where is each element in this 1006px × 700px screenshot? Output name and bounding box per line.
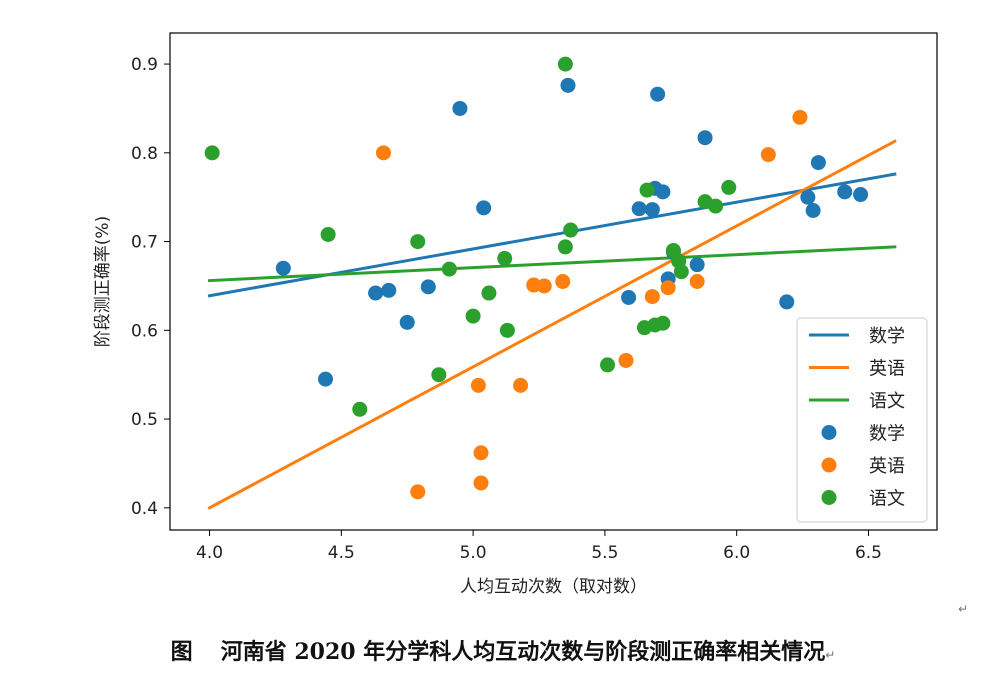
- point-0-8: [560, 77, 576, 93]
- x-tick-label-3: 5.5: [591, 543, 618, 563]
- x-tick-label-4: 6.0: [723, 543, 750, 563]
- point-1-4: [473, 475, 489, 491]
- point-1-10: [644, 289, 660, 305]
- point-1-11: [660, 280, 676, 296]
- point-0-14: [655, 184, 671, 200]
- legend-marker-1: [821, 457, 837, 473]
- legend-marker-label-2: 语文: [869, 489, 905, 510]
- point-1-3: [473, 445, 489, 461]
- point-0-7: [476, 200, 492, 216]
- point-2-0: [204, 145, 220, 161]
- legend-line-label-2: 语文: [869, 391, 905, 412]
- point-2-3: [410, 234, 426, 250]
- legend-line-label-1: 英语: [869, 359, 905, 380]
- point-0-4: [399, 314, 415, 330]
- point-2-10: [557, 56, 573, 72]
- legend-marker-2: [821, 490, 837, 505]
- y-tick-label-3: 0.7: [131, 233, 158, 253]
- caption-paragraph-mark: ↵: [825, 648, 836, 662]
- point-2-1: [320, 226, 336, 242]
- y-tick-label-4: 0.8: [131, 144, 158, 164]
- x-axis-title: 人均互动次数（取对数）: [460, 577, 647, 597]
- point-1-14: [792, 109, 808, 125]
- trend-line-2: [207, 245, 897, 283]
- figure-caption: 图 河南省 2020 年分学科人均互动次数与阶段测正确率相关情况↵: [0, 634, 1006, 666]
- y-tick-label-0: 0.4: [131, 499, 158, 519]
- point-2-20: [673, 264, 689, 280]
- trend-line-0: [207, 172, 897, 298]
- point-0-22: [810, 155, 826, 171]
- point-0-20: [800, 189, 816, 205]
- point-0-17: [689, 257, 705, 273]
- point-2-2: [352, 401, 368, 417]
- legend-marker-0: [821, 425, 837, 440]
- x-tick-label-5: 6.5: [855, 543, 882, 563]
- point-2-11: [557, 239, 573, 255]
- point-0-5: [420, 279, 436, 295]
- trend-line-1: [207, 139, 897, 510]
- x-tick-label-2: 5.0: [460, 543, 487, 563]
- y-tick-label-1: 0.5: [131, 410, 158, 430]
- point-2-4: [431, 367, 447, 383]
- point-0-3: [381, 282, 397, 298]
- point-1-7: [536, 278, 552, 294]
- point-0-23: [837, 184, 853, 200]
- point-1-2: [470, 377, 486, 393]
- point-2-5: [441, 261, 457, 277]
- point-0-18: [697, 130, 713, 146]
- point-0-0: [275, 260, 291, 276]
- plot-frame: [169, 32, 938, 531]
- point-2-13: [600, 357, 616, 373]
- paragraph-mark: ↵: [958, 602, 969, 616]
- figure-label: 图: [170, 639, 193, 665]
- point-2-23: [721, 179, 737, 195]
- legend-marker-label-0: 数学: [869, 424, 905, 445]
- point-0-10: [631, 201, 647, 217]
- point-1-8: [555, 274, 571, 289]
- point-2-12: [563, 222, 579, 238]
- point-0-2: [368, 285, 384, 301]
- point-0-6: [452, 100, 468, 116]
- y-axis-title: 阶段测正确率(%): [93, 216, 113, 347]
- x-tick-label-0: 4.0: [196, 543, 223, 563]
- scatter-chart: 4.0 4.5 5.0 5.5 6.0 6.5 0.4 0.5 0.6 0.7 0.8 0.9 人均互动…: [93, 32, 938, 597]
- legend-box: [796, 317, 928, 523]
- point-1-13: [760, 147, 776, 163]
- point-1-12: [689, 274, 705, 289]
- y-tick-label-5: 0.9: [131, 55, 158, 75]
- point-2-7: [481, 285, 497, 301]
- legend-line-label-0: 数学: [869, 326, 905, 347]
- x-tick-label-1: 4.5: [328, 543, 355, 563]
- point-0-1: [318, 371, 334, 387]
- plot-layer: 4.0 4.5 5.0 5.5 6.0 6.5 0.4 0.5 0.6 0.7 0.8 0.9 人均互动…: [93, 32, 938, 597]
- point-1-0: [375, 145, 391, 161]
- point-0-21: [805, 203, 821, 218]
- point-1-1: [410, 484, 426, 500]
- y-tick-label-2: 0.6: [131, 321, 158, 341]
- point-0-24: [853, 187, 869, 203]
- point-2-6: [465, 308, 481, 324]
- legend-marker-label-1: 英语: [869, 456, 905, 477]
- point-0-13: [650, 86, 666, 102]
- point-2-8: [497, 250, 513, 266]
- point-0-19: [779, 294, 795, 310]
- point-2-17: [655, 315, 671, 331]
- caption-text: 河南省 2020 年分学科人均互动次数与阶段测正确率相关情况: [220, 639, 826, 665]
- point-0-9: [621, 289, 637, 305]
- point-2-22: [708, 198, 724, 214]
- point-0-11: [644, 202, 660, 218]
- point-1-9: [618, 352, 634, 368]
- point-2-9: [499, 322, 515, 338]
- point-1-5: [513, 377, 529, 393]
- point-2-15: [639, 182, 655, 198]
